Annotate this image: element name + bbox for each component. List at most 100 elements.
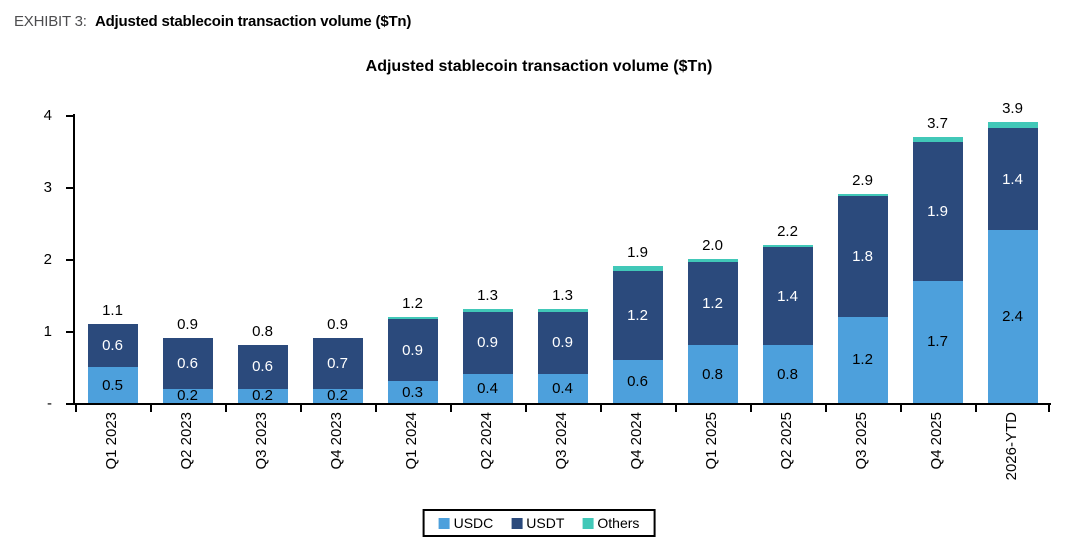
x-axis-label: Q4 2023 [328, 412, 346, 470]
bar-total-label: 3.9 [1002, 100, 1023, 118]
segment-label-usdt: 0.6 [177, 354, 198, 372]
segment-label-usdc: 0.4 [552, 380, 573, 398]
exhibit-label: EXHIBIT 3: [14, 13, 87, 30]
bar-segment-others [612, 266, 663, 272]
bar-total-label: 2.2 [777, 222, 798, 240]
x-axis-tick [750, 403, 752, 412]
chart-title: Adjusted stablecoin transaction volume (… [365, 58, 713, 75]
legend-swatch-usdc-icon [438, 517, 450, 529]
bar-segment-usdt [612, 271, 663, 360]
y-axis-tick [66, 259, 75, 261]
x-axis-label-text: Q4 2025 [927, 412, 945, 470]
segment-label-usdt: 0.9 [552, 334, 573, 352]
bar-segment-others [387, 316, 438, 319]
bar-segment-usdc [462, 374, 513, 403]
x-axis-label-text: Q4 2024 [627, 412, 645, 470]
x-axis-label: 2026-YTD [1003, 412, 1021, 480]
y-axis-tick [66, 331, 75, 333]
x-axis-label: Q4 2024 [628, 412, 646, 470]
bar-segment-usdt [387, 318, 438, 382]
x-axis-tick [675, 403, 677, 412]
segment-label-usdc: 1.7 [927, 333, 948, 351]
bar-segment-usdc [87, 367, 138, 403]
x-axis-label: Q1 2025 [703, 412, 721, 470]
y-axis-label: 4 [43, 107, 52, 124]
bar-segment-usdt [87, 323, 138, 367]
bar-segment-usdc [237, 388, 288, 403]
segment-label-usdt: 1.9 [927, 202, 948, 220]
bar-segment-usdt [837, 196, 888, 317]
legend-label-usdc: USDC [453, 515, 494, 531]
exhibit-header: EXHIBIT 3: Adjusted stablecoin transacti… [14, 13, 411, 30]
x-axis-label: Q2 2024 [478, 412, 496, 470]
x-axis-label-text: Q1 2024 [402, 412, 420, 470]
x-axis-label-text: Q2 2025 [777, 412, 795, 470]
bar-segment-others [687, 259, 738, 262]
segment-label-usdt: 0.7 [327, 354, 348, 372]
legend-item-others: Others [582, 515, 639, 531]
segment-label-usdt: 1.4 [777, 287, 798, 305]
legend-item-usdt: USDT [511, 515, 564, 531]
legend-label-usdt: USDT [526, 515, 565, 531]
segment-label-usdt: 0.9 [402, 341, 423, 359]
y-axis-label: 3 [43, 179, 52, 196]
x-axis-tick [225, 403, 227, 412]
bar-total-label: 0.9 [327, 316, 348, 334]
bar-segment-usdt [987, 127, 1038, 231]
x-axis-label-text: Q3 2025 [852, 412, 870, 470]
bar-segment-others [987, 122, 1038, 128]
bar-segment-others [762, 244, 813, 248]
x-axis-label-text: Q3 2024 [552, 412, 570, 470]
x-axis-tick [450, 403, 452, 412]
legend: USDC USDT Others [422, 509, 656, 537]
segment-label-usdc: 0.2 [177, 387, 198, 405]
segment-label-usdc: 0.8 [777, 365, 798, 383]
x-axis-label-text: 2026-YTD [1002, 412, 1020, 481]
legend-swatch-usdt-icon [511, 517, 523, 529]
x-axis-label-text: Q2 2023 [177, 412, 195, 470]
segment-label-usdt: 0.9 [477, 334, 498, 352]
x-axis-tick [900, 403, 902, 412]
segment-label-usdt: 0.6 [102, 336, 123, 354]
bar-segment-others [462, 309, 513, 312]
x-axis-label-text: Q3 2023 [252, 412, 270, 470]
bar-segment-usdc [687, 345, 738, 403]
segment-label-usdc: 0.6 [627, 372, 648, 390]
bar-total-label: 3.7 [927, 114, 948, 132]
segment-label-usdt: 0.6 [252, 358, 273, 376]
bar-total-label: 1.9 [627, 244, 648, 262]
bar-total-label: 2.9 [852, 172, 873, 190]
x-axis-label-text: Q1 2023 [102, 412, 120, 470]
x-axis-label: Q3 2025 [853, 412, 871, 470]
legend-label-others: Others [597, 515, 640, 531]
segment-label-usdc: 0.5 [102, 376, 123, 394]
bar-segment-usdt [312, 338, 363, 389]
bar-total-label: 0.9 [177, 316, 198, 334]
x-axis-tick [975, 403, 977, 412]
x-axis-label: Q2 2025 [778, 412, 796, 470]
x-axis-label: Q1 2024 [403, 412, 421, 470]
bar-segment-others [537, 309, 588, 312]
y-axis-label: - [47, 395, 52, 412]
x-axis-tick [150, 403, 152, 412]
bar-total-label: 1.1 [102, 301, 123, 319]
exhibit-title: Adjusted stablecoin transaction volume (… [94, 13, 412, 30]
x-axis-label: Q3 2024 [553, 412, 571, 470]
bar-total-label: 2.0 [702, 237, 723, 254]
segment-label-usdt: 1.2 [702, 295, 723, 313]
segment-label-usdc: 2.4 [1002, 308, 1023, 326]
bar-segment-usdt [762, 247, 813, 346]
bar-segment-usdc [612, 359, 663, 403]
x-axis-label-text: Q1 2025 [702, 412, 720, 470]
x-axis-tick [1048, 403, 1050, 412]
bar-segment-others [837, 194, 888, 197]
y-axis-tick [66, 187, 75, 189]
x-axis-label: Q2 2023 [178, 412, 196, 470]
y-axis-label: 2 [43, 251, 52, 268]
segment-label-usdc: 0.8 [702, 365, 723, 383]
bar-segment-usdc [762, 345, 813, 403]
bar-segment-usdt [162, 338, 213, 389]
segment-label-usdt: 1.2 [627, 307, 648, 324]
x-axis-label-text: Q2 2024 [477, 412, 495, 470]
